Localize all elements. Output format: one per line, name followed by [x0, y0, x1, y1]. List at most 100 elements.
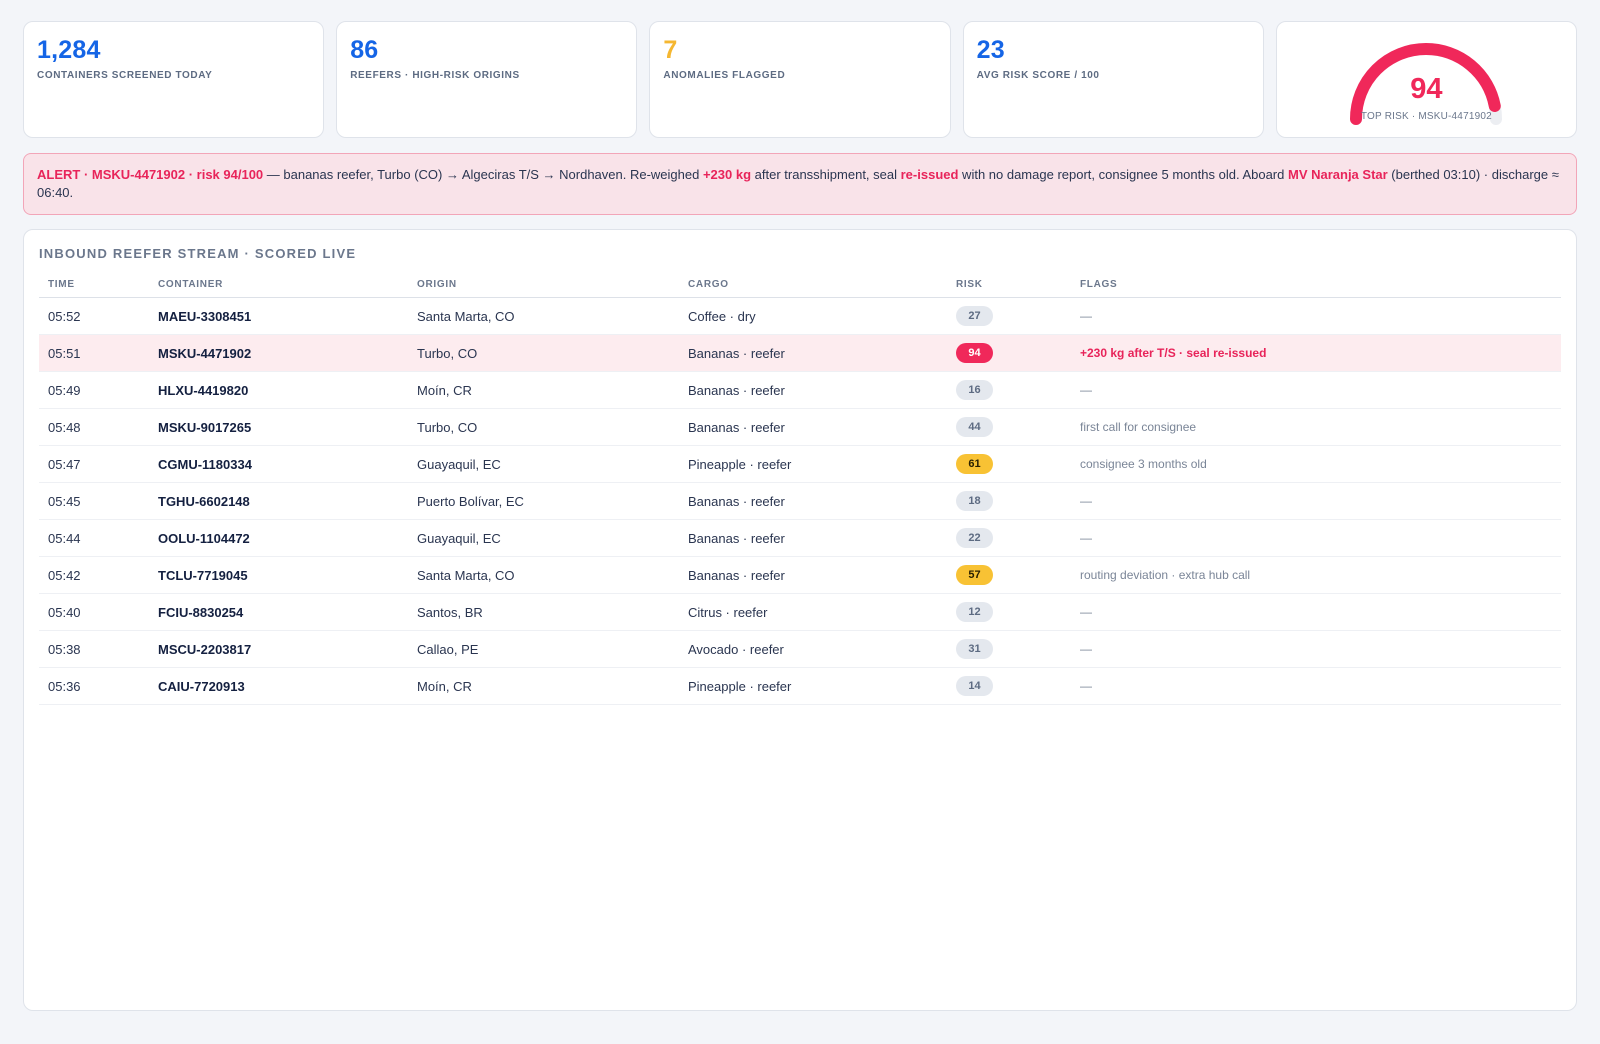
cell-flags: routing deviation · extra hub call	[1071, 556, 1561, 594]
table-row[interactable]: 05:44 OOLU-1104472 Guayaquil, EC Bananas · …	[39, 519, 1561, 557]
cell-cargo: Pineapple · reefer	[679, 445, 947, 483]
column-header-flags[interactable]: FLAGS	[1071, 273, 1561, 298]
stream-panel: INBOUND REEFER STREAM · SCORED LIVE TIME…	[23, 229, 1577, 1011]
cell-time: 05:36	[39, 667, 149, 705]
table-header-row: TIME CONTAINER ORIGIN CARGO RISK FLAGS	[39, 273, 1561, 298]
cell-flags: +230 kg after T/S · seal re-issued	[1071, 334, 1561, 372]
cell-origin: Turbo, CO	[408, 408, 679, 446]
gauge-caption: TOP RISK · MSKU-4471902	[1360, 111, 1492, 122]
table-row[interactable]: 05:49 HLXU-4419820 Moín, CR Bananas · reefe…	[39, 371, 1561, 409]
alert-lead: ALERT · MSKU-4471902 · risk 94/100	[37, 167, 264, 182]
table-body: 05:52 MAEU-3308451 Santa Marta, CO Coffee ·…	[39, 297, 1561, 705]
cell-risk: 27	[947, 297, 1071, 335]
alert-text: (berthed 03:10) · discharge ≈ 06:40.	[37, 167, 1559, 200]
cell-container: OOLU-1104472	[149, 519, 408, 557]
cell-container: TCLU-7719045	[149, 556, 408, 594]
table-row[interactable]: 05:42 TCLU-7719045 Santa Marta, CO Bananas …	[39, 556, 1561, 594]
gauge-value: 94	[1410, 73, 1443, 105]
risk-gauge: 94 TOP RISK · MSKU-4471902	[1341, 39, 1511, 139]
cell-flags: —	[1071, 482, 1561, 520]
kpi-value: 1,284	[37, 36, 101, 64]
cell-container: MSKU-9017265	[149, 408, 408, 446]
risk-badge: 12	[956, 602, 993, 622]
column-header-risk[interactable]: RISK	[947, 273, 1071, 298]
kpi-value: 23	[976, 36, 1005, 64]
kpi-label: REEFERS · HIGH-RISK ORIGINS	[350, 70, 520, 81]
table-row[interactable]: 05:40 FCIU-8830254 Santos, BR Citrus · reef…	[39, 593, 1561, 631]
cell-container: TGHU-6602148	[149, 482, 408, 520]
column-header-container[interactable]: CONTAINER	[149, 273, 408, 298]
cell-container: FCIU-8830254	[149, 593, 408, 631]
cell-container: MSCU-2203817	[149, 630, 408, 668]
column-header-cargo[interactable]: CARGO	[679, 273, 947, 298]
alert-text: with no damage report, consignee 5 month…	[958, 167, 1288, 182]
cell-cargo: Citrus · reefer	[679, 593, 947, 631]
cell-cargo: Avocado · reefer	[679, 630, 947, 668]
table-row[interactable]: 05:47 CGMU-1180334 Guayaquil, EC Pineapple …	[39, 445, 1561, 483]
alert-text: — bananas reefer, Turbo (CO) → Algeciras…	[263, 167, 703, 182]
cell-risk: 18	[947, 482, 1071, 520]
cell-time: 05:52	[39, 297, 149, 335]
cell-origin: Santos, BR	[408, 593, 679, 631]
cell-cargo: Bananas · reefer	[679, 371, 947, 409]
cell-flags: consignee 3 months old	[1071, 445, 1561, 483]
table-row[interactable]: 05:52 MAEU-3308451 Santa Marta, CO Coffee ·…	[39, 297, 1561, 335]
cell-cargo: Coffee · dry	[679, 297, 947, 335]
cell-flags: —	[1071, 667, 1561, 705]
gauge-fill	[1350, 43, 1503, 125]
risk-badge: 27	[956, 306, 993, 326]
column-header-origin[interactable]: ORIGIN	[408, 273, 679, 298]
cell-cargo: Pineapple · reefer	[679, 667, 947, 705]
cell-risk: 16	[947, 371, 1071, 409]
cell-cargo: Bananas · reefer	[679, 408, 947, 446]
kpi-row: 1,284 CONTAINERS SCREENED TODAY 86 REEFE…	[23, 21, 1578, 139]
kpi-card-reefers: 86 REEFERS · HIGH-RISK ORIGINS	[336, 21, 638, 138]
stream-table: TIME CONTAINER ORIGIN CARGO RISK FLAGS 0…	[39, 273, 1561, 705]
cell-container: MSKU-4471902	[149, 334, 408, 372]
cell-origin: Puerto Bolívar, EC	[408, 482, 679, 520]
cell-risk: 12	[947, 593, 1071, 631]
cell-origin: Guayaquil, EC	[408, 445, 679, 483]
cell-risk: 57	[947, 556, 1071, 594]
kpi-value: 7	[663, 36, 678, 64]
table-row[interactable]: 05:36 CAIU-7720913 Moín, CR Pineapple · ree…	[39, 667, 1561, 705]
kpi-label: ANOMALIES FLAGGED	[663, 70, 786, 81]
risk-badge: 44	[956, 417, 993, 437]
cell-time: 05:38	[39, 630, 149, 668]
cell-flags: —	[1071, 519, 1561, 557]
table-row[interactable]: 05:48 MSKU-9017265 Turbo, CO Bananas · reef…	[39, 408, 1561, 446]
cell-time: 05:44	[39, 519, 149, 557]
table-row[interactable]: 05:38 MSCU-2203817 Callao, PE Avocado · ree…	[39, 630, 1561, 668]
cell-time: 05:42	[39, 556, 149, 594]
kpi-label: AVG RISK SCORE / 100	[976, 70, 1100, 81]
alert-banner: ALERT · MSKU-4471902 · risk 94/100 — ban…	[23, 153, 1577, 215]
table-row[interactable]: 05:51 MSKU-4471902 Turbo, CO Bananas · reef…	[39, 334, 1561, 372]
cell-cargo: Bananas · reefer	[679, 556, 947, 594]
alert-weight: +230 kg	[702, 167, 752, 182]
kpi-label: CONTAINERS SCREENED TODAY	[37, 70, 213, 81]
cell-flags: —	[1071, 297, 1561, 335]
kpi-card-screened: 1,284 CONTAINERS SCREENED TODAY	[23, 21, 325, 138]
risk-badge: 16	[956, 380, 993, 400]
alert-seal: re-issued	[900, 167, 959, 182]
risk-badge: 94	[956, 343, 993, 363]
cell-origin: Callao, PE	[408, 630, 679, 668]
risk-badge: 18	[956, 491, 993, 511]
cell-origin: Guayaquil, EC	[408, 519, 679, 557]
cell-risk: 94	[947, 334, 1071, 372]
cell-risk: 61	[947, 445, 1071, 483]
risk-badge: 22	[956, 528, 993, 548]
risk-badge: 31	[956, 639, 993, 659]
cell-cargo: Bananas · reefer	[679, 482, 947, 520]
panel-title: INBOUND REEFER STREAM · SCORED LIVE	[39, 246, 357, 261]
risk-badge: 61	[956, 454, 993, 474]
alert-vessel: MV Naranja Star	[1287, 167, 1388, 182]
cell-time: 05:45	[39, 482, 149, 520]
column-header-time[interactable]: TIME	[39, 273, 149, 298]
kpi-card-top-risk: 94 TOP RISK · MSKU-4471902	[1275, 21, 1578, 139]
cell-container: CGMU-1180334	[149, 445, 408, 483]
cell-time: 05:49	[39, 371, 149, 409]
cell-risk: 14	[947, 667, 1071, 705]
table-row[interactable]: 05:45 TGHU-6602148 Puerto Bolívar, EC Banan…	[39, 482, 1561, 520]
